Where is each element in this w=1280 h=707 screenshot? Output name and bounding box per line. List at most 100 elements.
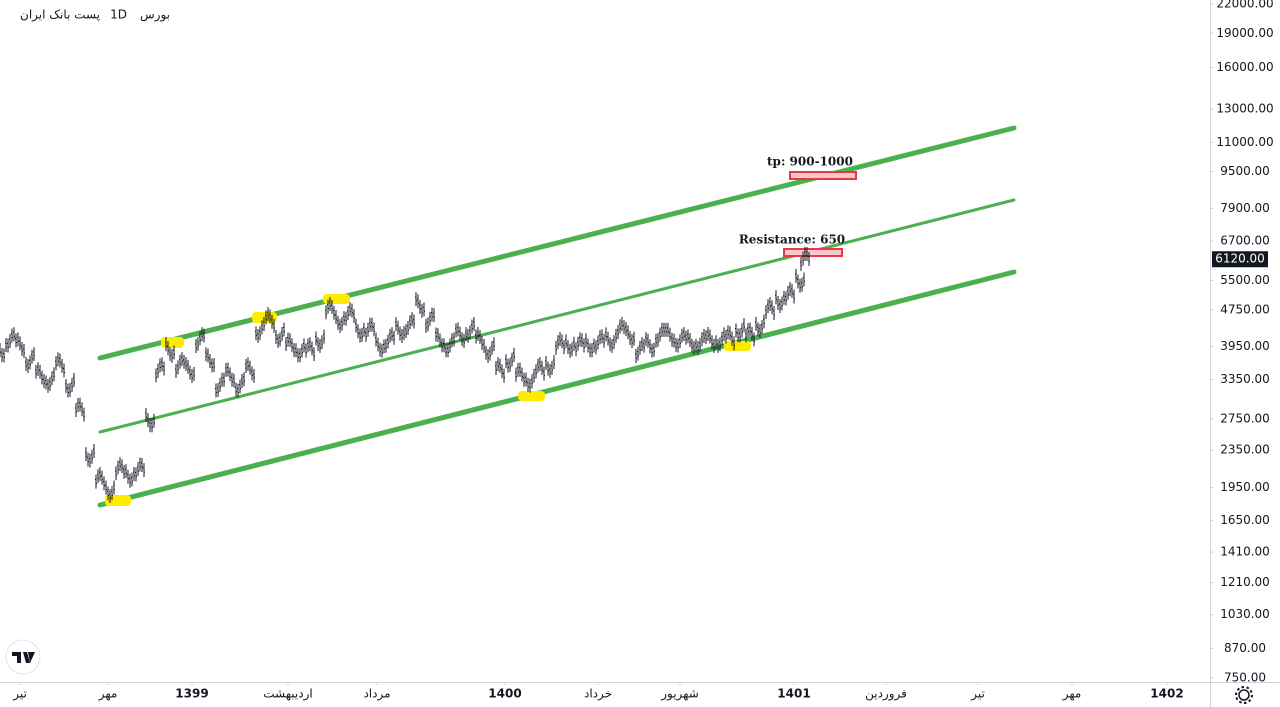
price-bar	[645, 332, 655, 358]
price-tick	[573, 336, 575, 351]
price-tick	[341, 316, 343, 331]
price-tick	[151, 418, 153, 433]
price-tick	[187, 359, 189, 374]
price-tick	[717, 338, 719, 353]
price-tick	[649, 339, 651, 354]
price-tick	[617, 325, 619, 340]
price-tick	[83, 407, 85, 422]
resistance-box	[783, 248, 843, 257]
price-tick	[595, 340, 597, 355]
price-tick	[359, 328, 361, 343]
gear-teeth[interactable]	[1235, 686, 1253, 704]
price-tick	[41, 370, 43, 385]
price-tick	[765, 304, 767, 319]
x-tick-label: فروردین	[865, 687, 907, 702]
y-tick-label: 7900.00	[1220, 201, 1270, 215]
price-tick	[551, 360, 553, 375]
price-tick	[87, 452, 89, 467]
y-tick-label: 870.00	[1224, 641, 1266, 655]
price-tick	[569, 343, 571, 358]
price-tick	[577, 336, 579, 351]
price-tick	[529, 378, 531, 393]
price-tick	[307, 338, 309, 353]
price-tick	[565, 334, 567, 349]
price-tick	[609, 337, 611, 352]
price-tick	[109, 489, 111, 504]
price-tick	[337, 315, 339, 330]
price-bar	[755, 314, 765, 338]
gear[interactable]	[1238, 689, 1250, 701]
price-tick	[293, 343, 295, 358]
price-tick	[281, 326, 283, 341]
price-tick	[25, 356, 27, 371]
price-tick	[531, 374, 533, 389]
price-tick	[97, 469, 99, 484]
price-tick	[61, 358, 63, 373]
price-tick	[215, 383, 217, 398]
price-tick	[7, 338, 9, 353]
price-tick	[311, 341, 313, 356]
price-tick	[247, 357, 249, 372]
price-tick	[353, 309, 355, 324]
price-tick	[639, 340, 641, 355]
price-tick	[39, 364, 41, 379]
price-tick	[485, 345, 487, 360]
price-bar	[765, 297, 775, 320]
price-bar	[225, 362, 235, 388]
price-tick	[525, 372, 527, 387]
price-tick	[245, 358, 247, 373]
price-bar	[295, 338, 305, 363]
price-tick	[463, 333, 465, 348]
price-tick	[327, 299, 329, 314]
price-bar	[745, 322, 755, 347]
price-tick	[429, 311, 431, 326]
price-bar	[595, 329, 605, 355]
price-tick	[389, 328, 391, 343]
price-tick	[591, 343, 593, 358]
highlight	[518, 391, 545, 401]
price-tick	[155, 368, 157, 383]
price-tick	[367, 322, 369, 337]
price-tick	[629, 330, 631, 345]
price-bar	[285, 332, 295, 358]
price-tick	[483, 339, 485, 354]
price-tick	[405, 324, 407, 339]
price-tick	[397, 320, 399, 335]
price-tick	[3, 348, 5, 363]
price-tick	[471, 319, 473, 334]
price-tick	[739, 328, 741, 343]
price-tick	[139, 457, 141, 472]
price-bar	[495, 357, 505, 383]
price-tick	[731, 331, 733, 346]
price-tick	[587, 338, 589, 353]
price-tick	[265, 310, 267, 325]
price-tick	[235, 382, 237, 397]
price-tick	[615, 328, 617, 343]
price-bar	[615, 317, 625, 343]
channel-lower	[97, 269, 1017, 508]
price-tick	[365, 327, 367, 342]
price-tick	[227, 362, 229, 377]
price-tick	[589, 343, 591, 358]
price-tick	[45, 375, 47, 390]
price-bar	[775, 290, 785, 314]
price-tick	[777, 296, 779, 311]
price-tick	[793, 289, 795, 304]
target-box	[789, 171, 857, 180]
y-tick-label: 11000.00	[1216, 135, 1273, 149]
price-tick	[173, 345, 175, 360]
price-tick	[759, 323, 761, 338]
price-tick	[179, 354, 181, 369]
price-tick	[699, 337, 701, 352]
price-tick	[107, 486, 109, 501]
price-bar	[15, 332, 25, 358]
price-bar	[355, 318, 365, 343]
price-tick	[583, 338, 585, 353]
price-tick	[325, 305, 327, 320]
price-bar	[785, 282, 795, 306]
settings-icon[interactable]	[1235, 686, 1253, 704]
price-tick	[619, 319, 621, 334]
price-tick	[223, 372, 225, 387]
price-tick	[5, 338, 7, 353]
price-tick	[763, 314, 765, 329]
